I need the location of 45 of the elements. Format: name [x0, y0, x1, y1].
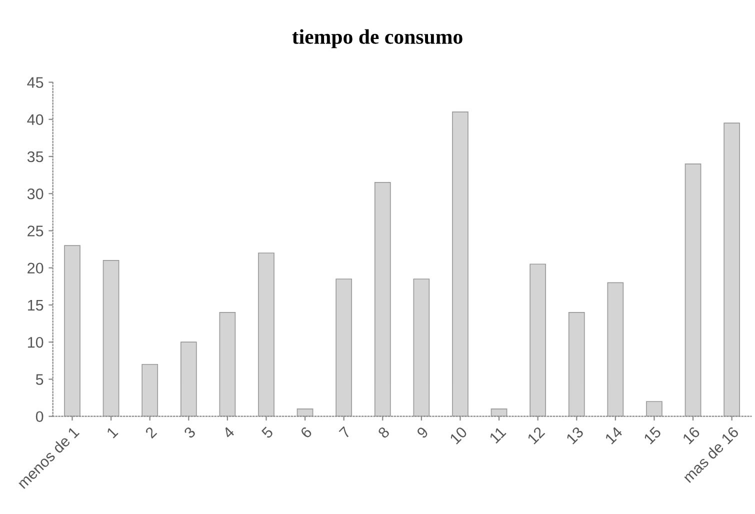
y-tick-label: 20: [28, 262, 44, 274]
bar: [374, 182, 391, 416]
y-tick-label: 30: [27, 188, 44, 200]
bar: [452, 112, 468, 416]
bar: [64, 245, 80, 416]
y-tick-label: 45: [27, 77, 44, 88]
x-tick-label: 2: [144, 426, 158, 439]
bar: [296, 408, 314, 416]
x-tick-label: 7: [338, 426, 352, 439]
x-tick-label: 16: [682, 426, 700, 444]
x-tick-label: 1: [106, 426, 118, 438]
x-tick-label: 4: [222, 426, 235, 439]
y-tick-label: 0: [36, 411, 44, 422]
y-tick-label: 40: [27, 114, 44, 126]
bar: [142, 364, 158, 416]
bar: [180, 342, 197, 416]
y-tick-label: 35: [27, 151, 44, 162]
x-tick-label: 9: [416, 426, 429, 439]
x-tick-label: 12: [526, 426, 546, 444]
bar: [219, 312, 236, 416]
x-tick-label: 15: [643, 426, 662, 444]
bar: [684, 163, 702, 416]
bar: [258, 252, 274, 416]
x-tick-label: 13: [566, 426, 584, 444]
x-tick-label: 11: [489, 426, 506, 444]
y-tick-label: 25: [28, 226, 44, 236]
x-tick-label: 10: [449, 426, 468, 444]
x-tick-label: 5: [261, 426, 274, 439]
bar: [336, 278, 352, 416]
x-tick-label: 14: [604, 426, 623, 444]
bar: [646, 401, 662, 416]
chart-title: tiempo de consumo: [292, 29, 462, 48]
bar: [413, 278, 430, 416]
x-tick-label: 6: [300, 426, 312, 439]
y-tick-label: 10: [28, 336, 44, 348]
bar: [607, 282, 624, 416]
y-tick-label: 5: [36, 374, 44, 385]
bar: [724, 122, 740, 416]
bar: [568, 312, 585, 416]
x-tick-label: 3: [183, 426, 196, 439]
bar: [102, 260, 120, 416]
bar: [530, 264, 546, 416]
x-tick-label: 8: [377, 426, 390, 439]
bar: [490, 408, 508, 416]
y-tick-label: 15: [28, 300, 44, 311]
